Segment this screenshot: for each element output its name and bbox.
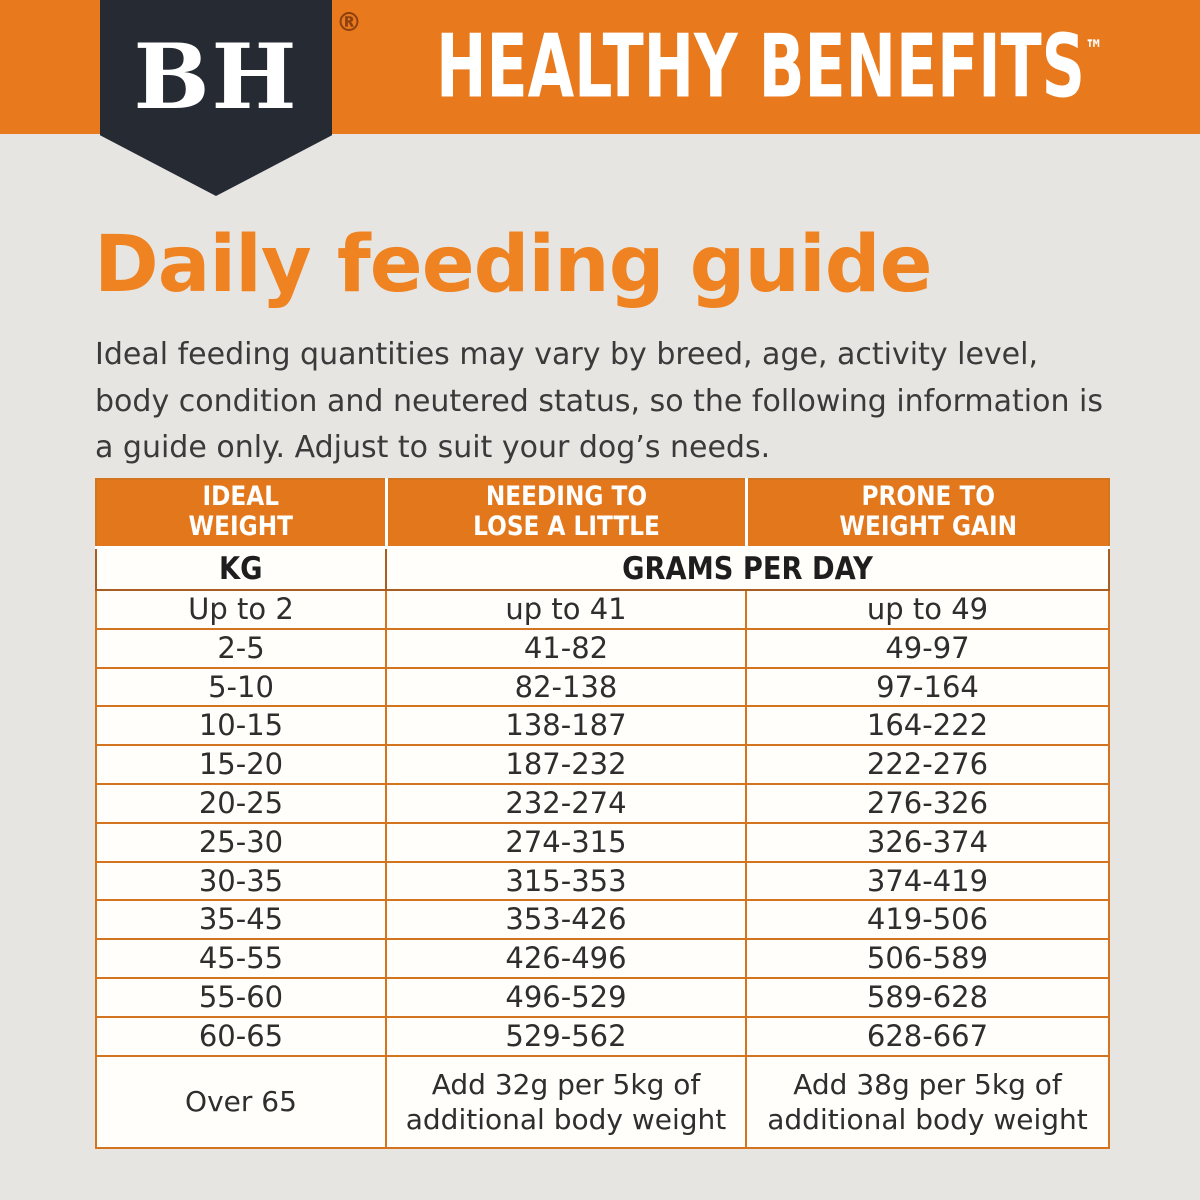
table-cell: 15-20	[95, 744, 387, 785]
kg-label: KG	[219, 551, 263, 588]
table-cell: 164-222	[745, 705, 1110, 747]
header-line: WEIGHT GAIN	[838, 511, 1017, 543]
table-cell: 25-30	[95, 821, 387, 863]
table-cell: 232-274	[385, 782, 747, 824]
table-cell: up to 41	[385, 588, 747, 630]
column-header-needing-to-lose: NEEDING TO LOSE A LITTLE	[384, 479, 746, 550]
table-row: 20-25 232-274 276-326	[95, 782, 1110, 824]
table-row: 35-45 353-426 419-506	[95, 899, 1110, 941]
column-header-row: IDEAL WEIGHT NEEDING TO LOSE A LITTLE PR…	[96, 479, 1109, 550]
table-cell: 353-426	[385, 899, 747, 941]
table-cell: 419-506	[745, 899, 1110, 941]
column-header-ideal-weight: IDEAL WEIGHT	[96, 479, 386, 550]
table-cell: 2-5	[95, 627, 387, 669]
table-cell: 628-667	[745, 1015, 1110, 1057]
table-cell: 187-232	[385, 744, 747, 785]
table-cell: 55-60	[95, 976, 387, 1018]
trademark-mark: ™	[1085, 34, 1104, 66]
product-line-title: HEALTHY BENEFITS™	[370, 0, 1170, 134]
table-row: 2-5 41-82 49-97	[95, 627, 1110, 669]
header-line: LOSE A LITTLE	[472, 511, 660, 543]
table-cell: 49-97	[745, 627, 1110, 669]
table-cell: Add 38g per 5kg of additional body weigh…	[745, 1054, 1110, 1149]
table-cell: 589-628	[745, 976, 1110, 1018]
table-cell: Add 32g per 5kg of additional body weigh…	[385, 1054, 747, 1149]
table-row: 30-35 315-353 374-419	[95, 860, 1110, 902]
header-line: NEEDING TO	[485, 481, 647, 512]
table-cell: up to 49	[745, 588, 1110, 630]
table-cell: 506-589	[745, 938, 1110, 979]
bh-logo-pennant: BH	[100, 0, 332, 196]
header-line: IDEAL	[202, 481, 280, 512]
feeding-guide-table: IDEAL WEIGHT NEEDING TO LOSE A LITTLE PR…	[95, 478, 1110, 1149]
table-cell: 82-138	[385, 666, 747, 708]
table-row: 45-55 426-496 506-589	[95, 938, 1110, 979]
table-row: 55-60 496-529 589-628	[95, 976, 1110, 1018]
table-cell: 326-374	[745, 821, 1110, 863]
column-header-prone-to-gain: PRONE TO WEIGHT GAIN	[744, 479, 1109, 550]
healthy-benefits-label: HEALTHY BENEFITS	[436, 16, 1086, 118]
table-cell: 97-164	[745, 666, 1110, 708]
header-line: PRONE TO	[860, 481, 995, 512]
table-cell: 10-15	[95, 705, 387, 747]
table-cell: Over 65	[95, 1054, 387, 1149]
table-cell: 60-65	[95, 1015, 387, 1057]
grams-per-day-label: GRAMS PER DAY	[622, 551, 873, 588]
header-line: WEIGHT	[188, 511, 293, 543]
table-cell: 315-353	[385, 860, 747, 902]
table-cell: 138-187	[385, 705, 747, 747]
table-row: 60-65 529-562 628-667	[95, 1015, 1110, 1057]
table-cell: 41-82	[385, 627, 747, 669]
table-cell: 5-10	[95, 666, 387, 708]
table-row: 15-20 187-232 222-276	[95, 744, 1110, 785]
table-row: 5-10 82-138 97-164	[95, 666, 1110, 708]
table-cell: 374-419	[745, 860, 1110, 902]
table-row: Over 65 Add 32g per 5kg of additional bod…	[95, 1054, 1110, 1149]
page-title: Daily feeding guide	[94, 220, 933, 310]
table-cell: 45-55	[95, 938, 387, 979]
table-cell: 35-45	[95, 899, 387, 941]
brand-banner: HEALTHY BENEFITS™ BH ®	[0, 0, 1200, 196]
units-row: KG GRAMS PER DAY	[95, 546, 1110, 591]
table-cell: 274-315	[385, 821, 747, 863]
table-cell: 222-276	[745, 744, 1110, 785]
registered-mark: ®	[336, 8, 362, 38]
table-cell: 30-35	[95, 860, 387, 902]
table-cell: 496-529	[385, 976, 747, 1018]
table-row: Up to 2 up to 41 up to 49	[95, 588, 1110, 630]
table-row: 25-30 274-315 326-374	[95, 821, 1110, 863]
units-kg-cell: KG	[95, 546, 387, 591]
table-cell: 529-562	[385, 1015, 747, 1057]
table-row: 10-15 138-187 164-222	[95, 705, 1110, 747]
table-cell: 20-25	[95, 782, 387, 824]
table-cell: 426-496	[385, 938, 747, 979]
product-line-text: HEALTHY BENEFITS™	[436, 16, 1104, 118]
table-cell: Up to 2	[95, 588, 387, 630]
intro-text: Ideal feeding quantities may vary by bre…	[95, 337, 1103, 465]
units-grams-cell: GRAMS PER DAY	[385, 546, 1110, 591]
table-cell: 276-326	[745, 782, 1110, 824]
bh-logo-text: BH	[133, 24, 299, 130]
